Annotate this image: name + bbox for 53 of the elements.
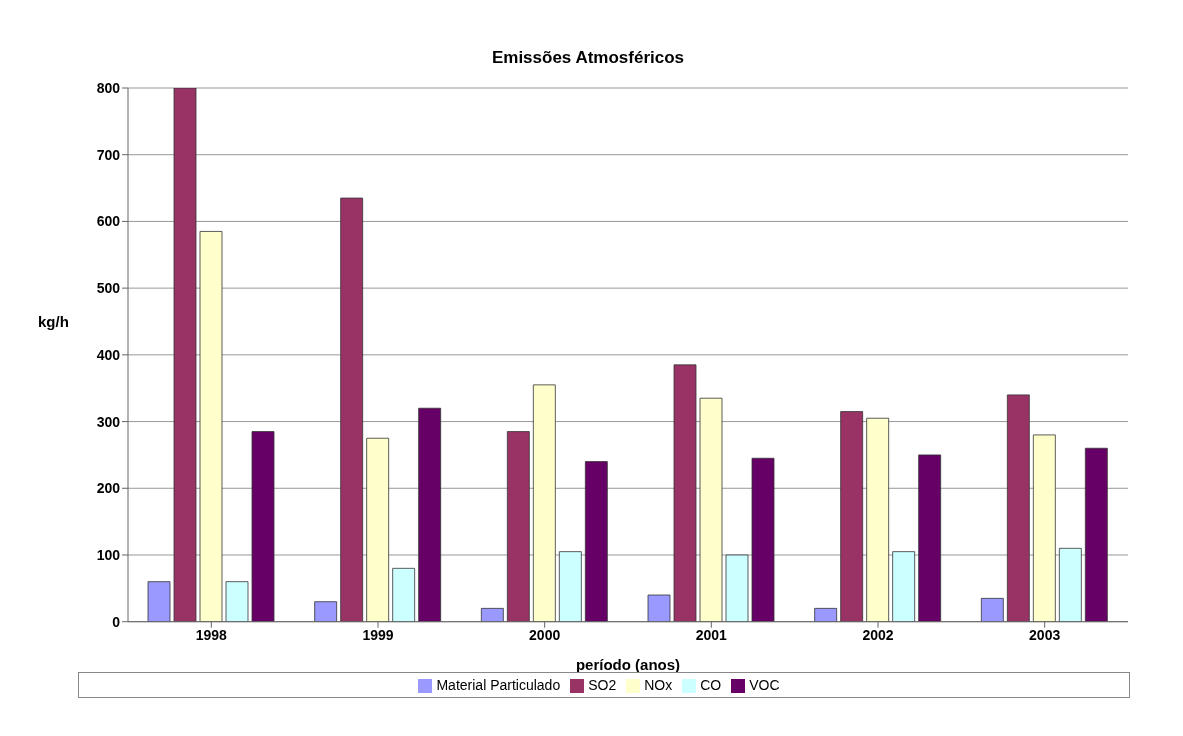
bar — [699, 397, 723, 622]
bar — [532, 384, 556, 622]
bar — [392, 567, 416, 622]
bar — [558, 551, 582, 622]
bar — [866, 417, 890, 622]
x-tick-label: 2000 — [529, 626, 561, 643]
bar — [918, 454, 942, 622]
y-tick-label: 700 — [96, 146, 121, 163]
chart-title: Emissões Atmosféricos — [490, 47, 686, 68]
legend-label: Material Particulado — [436, 676, 561, 693]
bar — [1084, 447, 1108, 622]
x-tick-label: 1998 — [195, 626, 228, 643]
bar — [173, 88, 197, 622]
bar — [647, 594, 671, 622]
y-tick-label: 200 — [96, 480, 121, 497]
bar — [225, 581, 249, 622]
bar — [840, 411, 864, 622]
bar — [314, 601, 338, 622]
legend-label: CO — [700, 676, 722, 693]
y-tick-label: 300 — [96, 413, 121, 430]
x-axis-title: período (anos) — [575, 655, 681, 673]
x-tick-label: 2001 — [695, 626, 728, 643]
bar — [673, 364, 697, 622]
y-tick-label: 400 — [96, 346, 121, 363]
bar — [199, 231, 223, 622]
bar — [814, 607, 838, 622]
bar — [506, 431, 530, 622]
bar — [751, 457, 775, 622]
bar — [480, 607, 504, 622]
bar — [1058, 547, 1082, 622]
bar — [366, 437, 390, 622]
y-tick-label: 500 — [96, 280, 121, 297]
y-tick-label: 100 — [96, 546, 121, 563]
bar — [147, 581, 171, 622]
bar — [1006, 394, 1030, 622]
y-tick-label: 600 — [96, 213, 121, 230]
y-axis-title: kg/h — [38, 313, 69, 330]
legend-label: VOC — [749, 676, 780, 693]
bar — [892, 551, 916, 622]
bar — [1032, 434, 1056, 622]
y-tick-label: 800 — [96, 79, 121, 96]
bar — [251, 431, 275, 622]
legend-label: NOx — [644, 676, 673, 693]
legend-label: SO2 — [588, 676, 617, 693]
x-tick-label: 1999 — [362, 626, 394, 643]
bar — [725, 554, 749, 622]
x-tick-label: 2003 — [1029, 626, 1061, 643]
bar — [584, 461, 608, 622]
y-tick-label: 0 — [112, 613, 121, 630]
bar — [340, 197, 364, 622]
bar — [980, 597, 1004, 622]
x-tick-label: 2002 — [862, 626, 894, 643]
bar — [418, 407, 442, 622]
